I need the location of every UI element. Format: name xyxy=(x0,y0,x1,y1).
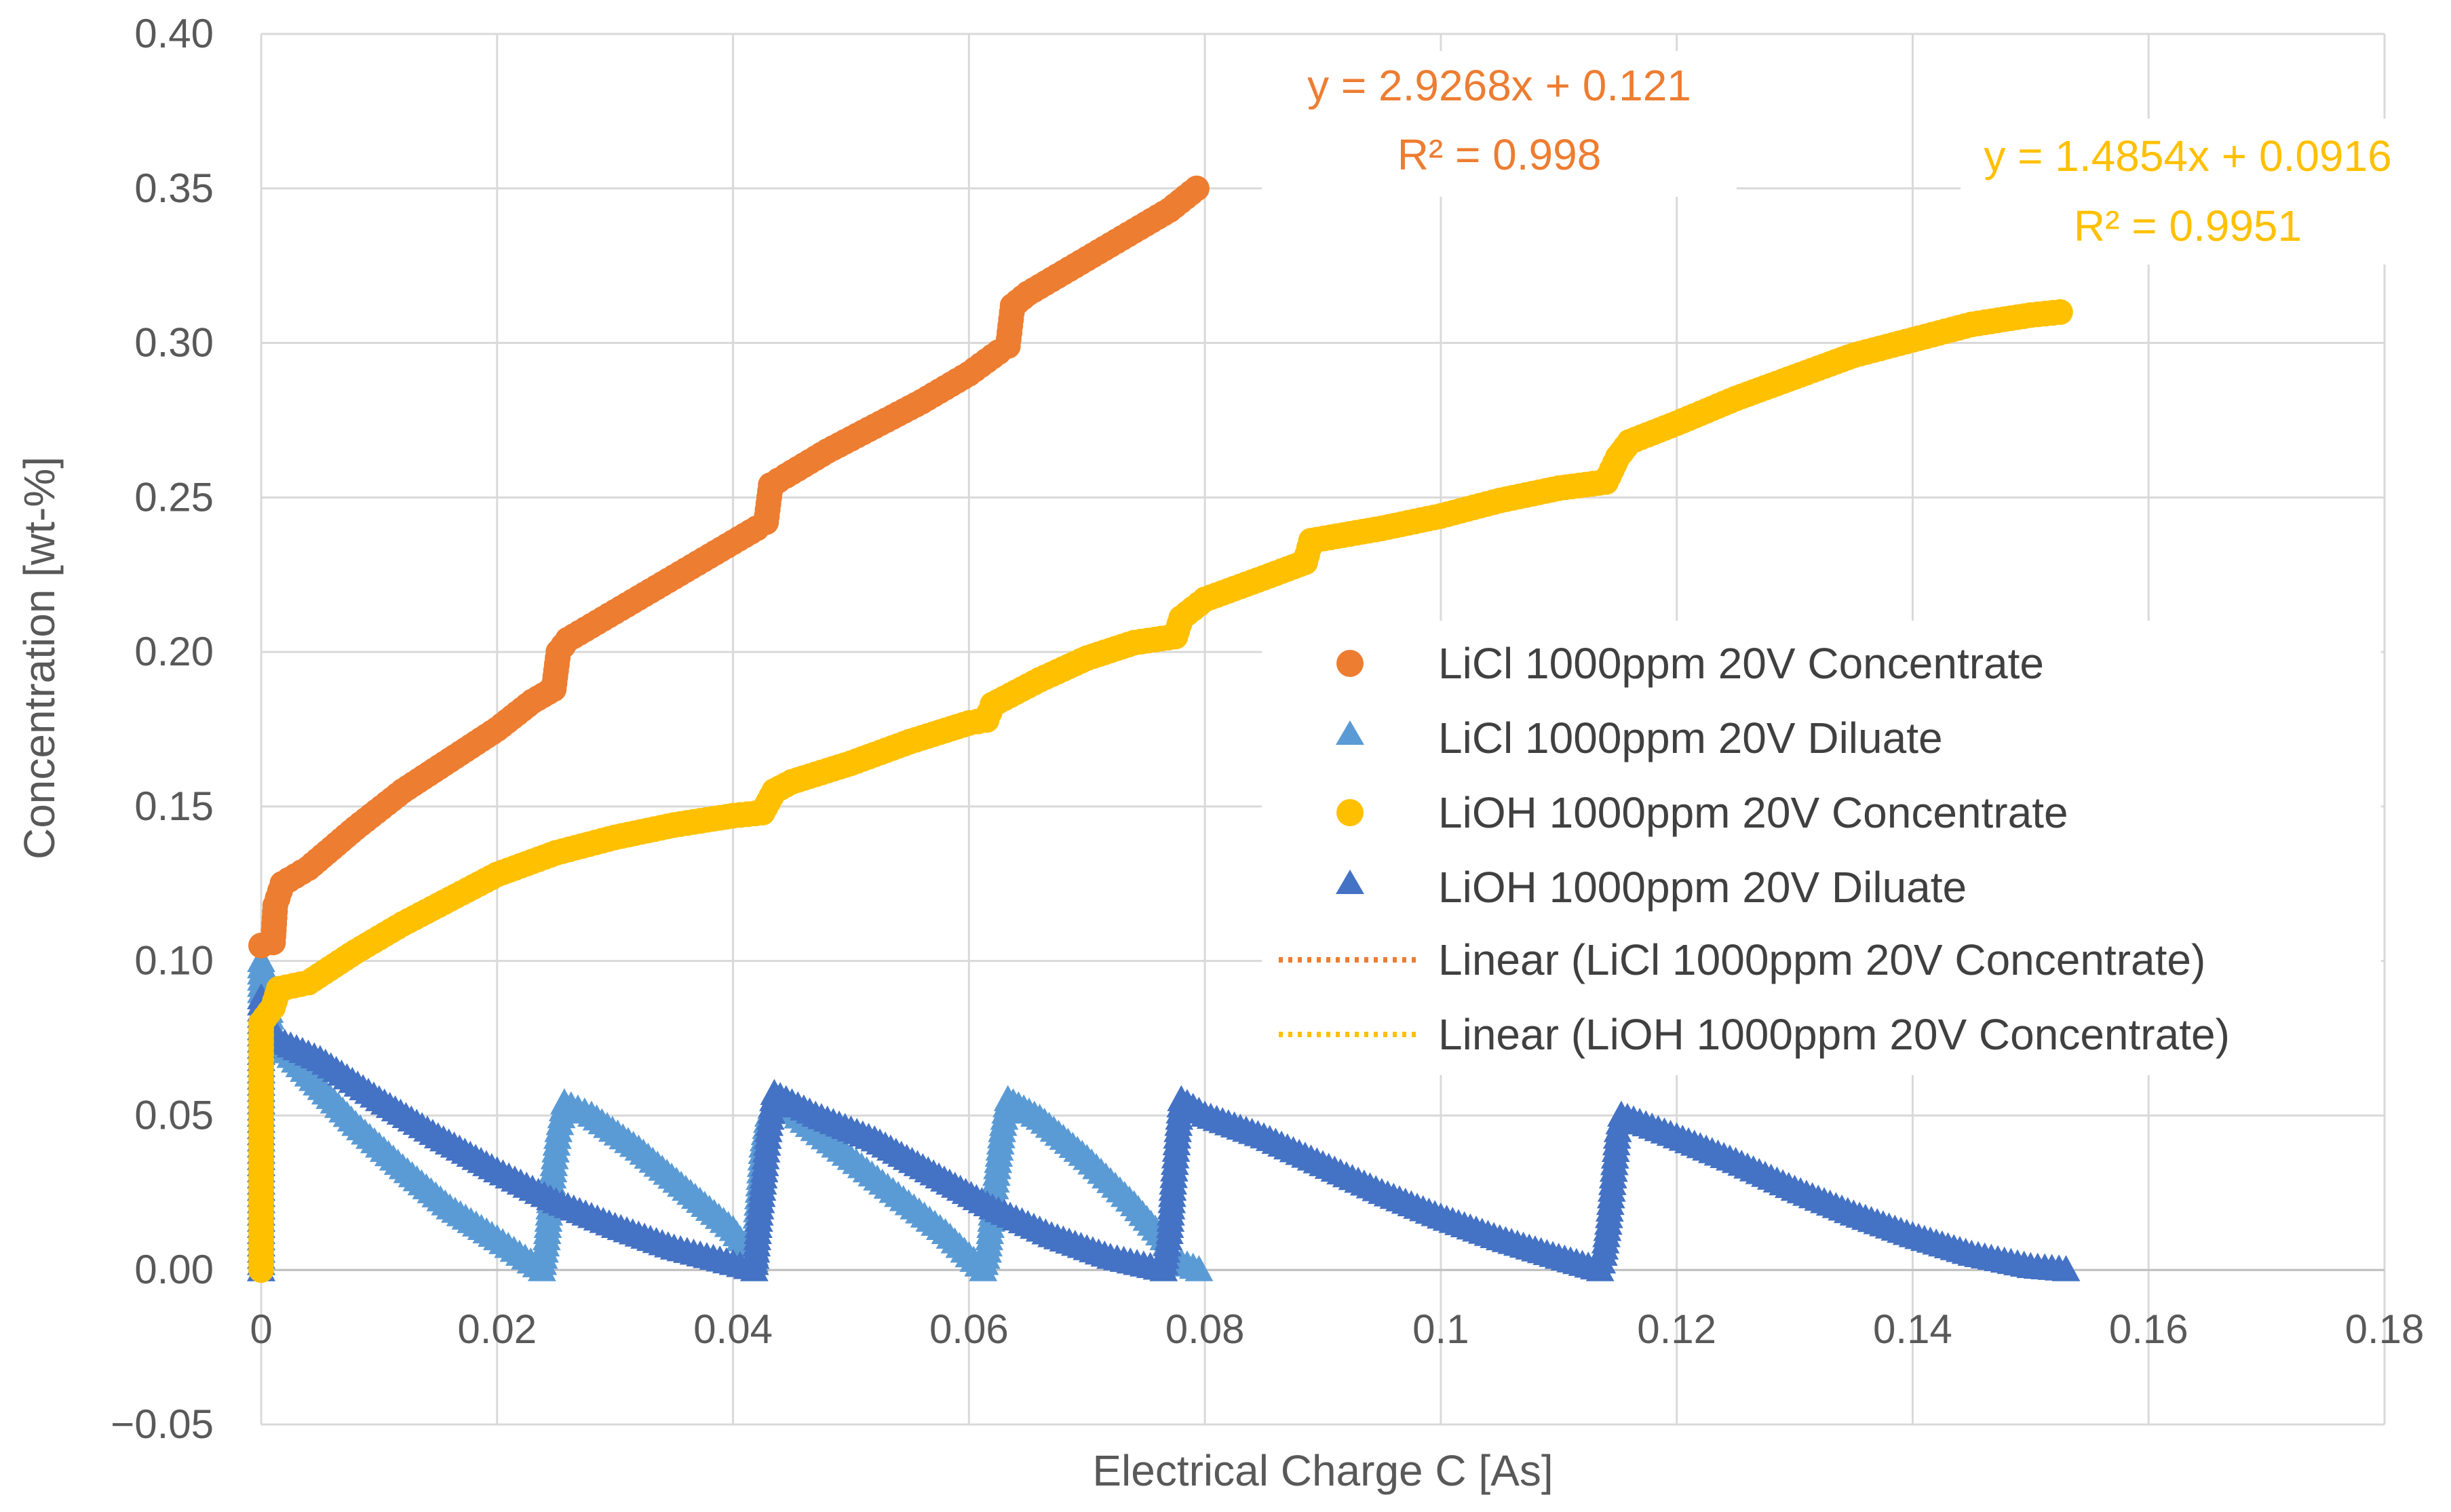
legend-label-lioh-diluate: LiOH 1000ppm 20V Diluate xyxy=(1438,863,1967,912)
lioh-trend-r2: R² = 0.9951 xyxy=(2074,201,2302,250)
y-tick-label: 0.35 xyxy=(134,166,214,211)
x-tick-label: 0.08 xyxy=(1165,1306,1245,1352)
licl-trend-equation: y = 2.9268x + 0.121 xyxy=(1307,61,1691,110)
x-axis-title: Electrical Charge C [As] xyxy=(1092,1446,1553,1495)
y-axis-title: Concentration [wt-%] xyxy=(15,457,64,859)
legend-label-lioh-concentrate: LiOH 1000ppm 20V Concentrate xyxy=(1438,788,2068,837)
data-point xyxy=(1184,1255,1214,1281)
licl-trend-r2: R² = 0.998 xyxy=(1397,130,1602,179)
data-markers xyxy=(247,175,2081,1283)
licl-equation-box xyxy=(1262,51,1737,197)
legend-label-licl-trend: Linear (LiCl 1000ppm 20V Concentrate) xyxy=(1438,935,2205,984)
y-tick-label: 0.00 xyxy=(134,1247,214,1292)
legend: LiCl 1000ppm 20V Concentrate LiCl 1000pp… xyxy=(1262,621,2381,1075)
legend-marker-lioh-diluate xyxy=(1336,870,1364,894)
y-tick-label: 0.25 xyxy=(134,474,214,520)
data-point xyxy=(1183,175,1210,201)
lioh-trend-equation: y = 1.4854x + 0.0916 xyxy=(1984,132,2391,180)
legend-marker-licl-diluate xyxy=(1336,720,1364,745)
legend-label-licl-diluate: LiCl 1000ppm 20V Diluate xyxy=(1438,714,1943,762)
series-lioh-1000ppm-20v-diluate xyxy=(247,983,2081,1281)
x-tick-label: 0.16 xyxy=(2109,1306,2188,1352)
y-tick-label: −0.05 xyxy=(111,1401,214,1447)
y-axis-tick-labels: −0.05 0.00 0.05 0.10 0.15 0.20 0.25 0.30 0.35 0.4… xyxy=(111,11,214,1447)
data-point xyxy=(2051,1255,2081,1281)
x-tick-label: 0.1 xyxy=(1412,1306,1469,1352)
series-licl-1000ppm-20v-concentrate xyxy=(248,175,1210,958)
data-point xyxy=(2047,299,2073,325)
x-tick-label: 0.02 xyxy=(457,1306,537,1352)
x-tick-label: 0 xyxy=(250,1306,272,1352)
x-tick-label: 0.04 xyxy=(693,1306,773,1352)
y-tick-label: 0.10 xyxy=(134,938,214,984)
x-tick-label: 0.14 xyxy=(1873,1306,1952,1352)
y-tick-label: 0.15 xyxy=(134,783,214,829)
legend-marker-licl-concentrate xyxy=(1336,650,1364,677)
legend-label-licl-concentrate: LiCl 1000ppm 20V Concentrate xyxy=(1438,639,2044,688)
legend-label-lioh-trend: Linear (LiOH 1000ppm 20V Concentrate) xyxy=(1438,1010,2230,1059)
x-axis-tick-labels: 0 0.02 0.04 0.06 0.08 0.1 0.12 0.14 0.16 0.18 xyxy=(250,1306,2424,1352)
y-tick-label: 0.30 xyxy=(134,320,214,366)
x-tick-label: 0.18 xyxy=(2345,1306,2425,1352)
series-lioh-1000ppm-20v-concentrate xyxy=(248,299,2073,1283)
y-tick-label: 0.20 xyxy=(134,629,214,674)
y-tick-label: 0.05 xyxy=(134,1092,214,1138)
lioh-equation-box xyxy=(1961,119,2451,265)
x-tick-label: 0.06 xyxy=(929,1306,1009,1352)
x-tick-label: 0.12 xyxy=(1637,1306,1716,1352)
legend-marker-lioh-concentrate xyxy=(1336,799,1364,826)
y-tick-label: 0.40 xyxy=(134,11,214,56)
trendline-licl-concentrate xyxy=(260,187,1199,948)
legend-background xyxy=(1262,621,2381,1075)
